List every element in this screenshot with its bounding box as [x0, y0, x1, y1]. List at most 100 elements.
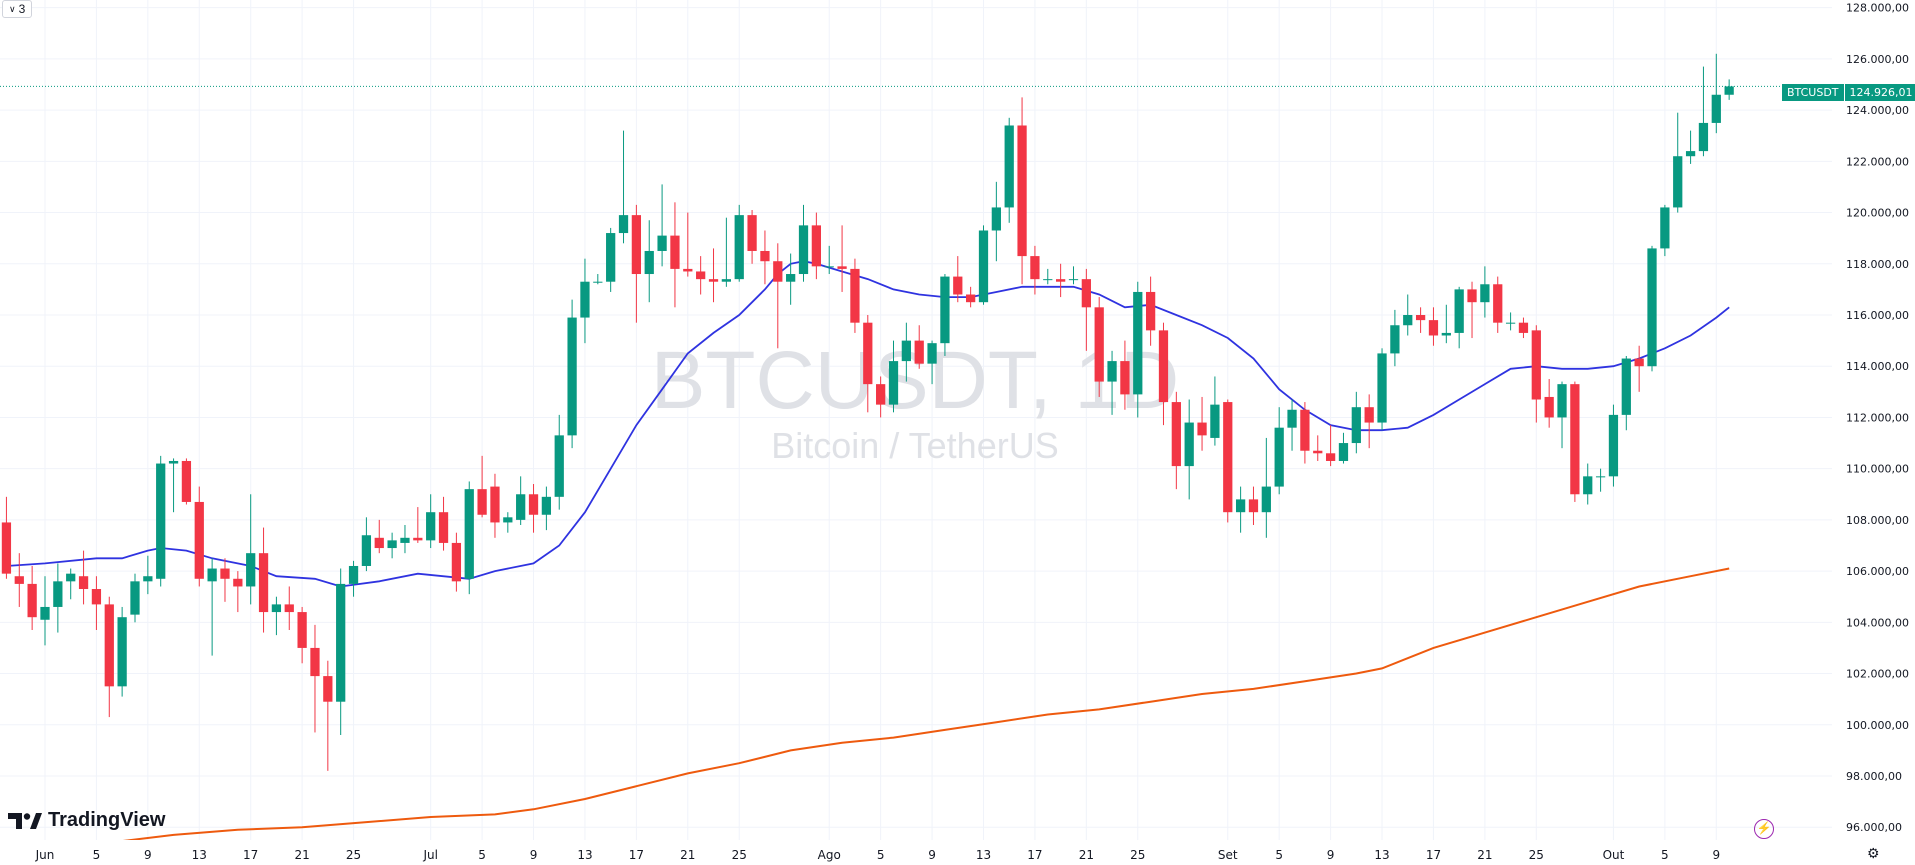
candle-down [747, 215, 757, 251]
candle-up [1505, 322, 1516, 324]
candle-down [1493, 284, 1503, 323]
price-tick-label: 102.000,00 [1846, 668, 1909, 681]
candle-up [1235, 499, 1246, 513]
lightning-bolt-icon[interactable]: ⚡ [1754, 819, 1774, 839]
candle-up [991, 207, 1001, 231]
candle-down [194, 501, 204, 579]
candle-up [1210, 404, 1220, 438]
candle-up [734, 215, 744, 280]
collapse-indicators-button[interactable]: ∨ 3 [2, 0, 33, 18]
candle-up [901, 340, 911, 362]
last-price-label: BTCUSDT 124.926,01 [1782, 84, 1915, 101]
price-tick-label: 96.000,00 [1846, 821, 1902, 834]
candle-down [438, 512, 449, 543]
candle-up [1274, 427, 1284, 487]
candle-down [1313, 450, 1323, 454]
candle-down [1158, 330, 1169, 403]
candle-up [246, 553, 256, 587]
time-tick-label: 21 [680, 848, 695, 862]
time-tick-label: 13 [976, 848, 991, 862]
time-tick-label: 25 [1130, 848, 1145, 862]
candle-up [1711, 94, 1721, 123]
time-tick-label: 5 [478, 848, 486, 862]
candle-up [606, 233, 616, 282]
candle-up [1043, 279, 1053, 281]
time-tick-label: Jun [35, 848, 55, 862]
price-tick-label: 128.000,00 [1846, 2, 1909, 15]
candle-down [27, 583, 37, 618]
candle-up [130, 581, 140, 615]
grid-lines [0, 0, 1832, 840]
candle-down [773, 261, 783, 282]
candle-up [567, 317, 577, 436]
price-tick-label: 104.000,00 [1846, 616, 1909, 629]
candle-up [1403, 315, 1413, 326]
candle-up [1583, 476, 1593, 495]
candle-up [1595, 476, 1606, 478]
tradingview-logo[interactable]: TradingView [8, 809, 165, 832]
candle-up [1068, 279, 1079, 281]
candle-up [117, 617, 127, 687]
candle-down [966, 294, 976, 303]
candle-up [940, 276, 950, 344]
time-tick-label: 21 [1079, 848, 1094, 862]
gear-icon[interactable]: ⚙ [1867, 845, 1880, 861]
time-tick-label: 9 [928, 848, 936, 862]
indicator-count: 3 [18, 2, 26, 16]
candle-up [1608, 414, 1619, 477]
time-tick-label: Set [1218, 848, 1238, 862]
price-tick-label: 122.000,00 [1846, 155, 1909, 168]
candle-up [1724, 86, 1734, 95]
price-tick-label: 118.000,00 [1846, 258, 1909, 271]
price-tick-label: 124.000,00 [1846, 104, 1909, 117]
candle-up [978, 230, 989, 303]
candle-up [1557, 384, 1567, 418]
candle-down [1197, 422, 1207, 436]
candle-down [284, 604, 294, 613]
time-tick-label: 17 [243, 848, 258, 862]
candle-up [593, 281, 603, 283]
price-label-symbol: BTCUSDT [1782, 84, 1845, 101]
time-tick-label: 9 [1327, 848, 1335, 862]
candle-down [490, 486, 500, 523]
candle-down [850, 268, 860, 323]
time-axis[interactable]: Jun 5 9 13 17 21 25 Jul 5 9 13 17 21 25 Ago 5 9 13 17 21 25 S… [0, 840, 1915, 865]
logo-text: TradingView [48, 809, 166, 831]
candle-up [644, 250, 654, 275]
price-tick-label: 100.000,00 [1846, 719, 1909, 732]
price-tick-label: 126.000,00 [1846, 53, 1909, 66]
candle-down [1570, 384, 1580, 495]
candle-down [1518, 322, 1529, 333]
price-tick-label: 110.000,00 [1846, 463, 1909, 476]
candle-down [258, 553, 269, 613]
candle-up [168, 460, 179, 464]
time-tick-label: 21 [294, 848, 309, 862]
candle-down [914, 340, 924, 364]
candle-up [1647, 248, 1657, 367]
candle-down [1248, 499, 1259, 513]
price-axis[interactable]: 96.000,00 98.000,00 100.000,00 102.000,00 10… [1832, 0, 1915, 865]
candle-up [66, 573, 76, 582]
time-tick-label: 21 [1477, 848, 1492, 862]
candle-up [824, 266, 834, 268]
candle-up [1287, 409, 1297, 428]
candle-up [53, 581, 63, 607]
price-axis-background [1832, 0, 1915, 865]
time-tick-label: Ago [818, 848, 841, 862]
candle-up [336, 583, 346, 702]
candle-down [876, 384, 886, 405]
time-tick-label: 25 [732, 848, 747, 862]
candle-down [863, 322, 873, 385]
candle-up [1698, 122, 1709, 152]
candle-down [310, 647, 320, 677]
candle-up [1133, 291, 1143, 395]
time-axis-background [0, 840, 1915, 865]
candle-down [708, 279, 719, 282]
moving-average-line [6, 567, 1730, 854]
chevron-down-icon: ∨ [9, 4, 16, 14]
candle-down [1428, 320, 1439, 336]
candle-down [78, 576, 89, 590]
candle-down [104, 604, 114, 687]
